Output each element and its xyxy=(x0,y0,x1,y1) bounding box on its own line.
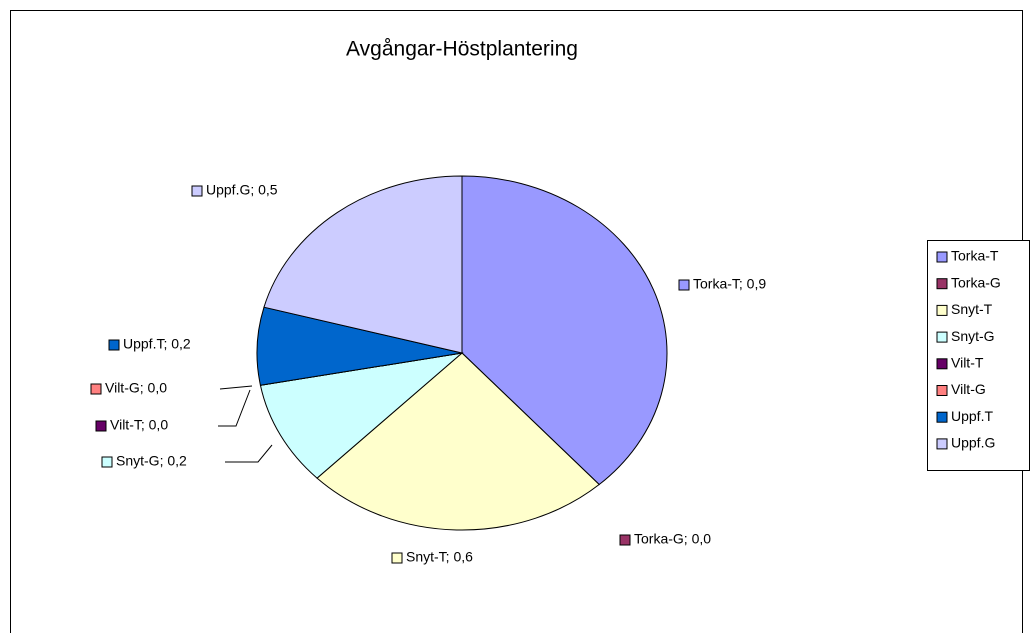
legend-key xyxy=(936,358,948,370)
pie-slice xyxy=(461,175,668,486)
legend-key xyxy=(936,411,948,423)
data-label-key xyxy=(191,185,203,197)
data-label: Vilt-T; 0,0 xyxy=(110,417,168,433)
leader-line xyxy=(225,444,273,463)
legend-label: Torka-T xyxy=(951,248,999,264)
data-label-key xyxy=(619,534,631,546)
leader-line xyxy=(219,385,253,390)
data-label-key xyxy=(108,339,120,351)
legend-key xyxy=(936,304,948,316)
pie-slice xyxy=(263,175,463,354)
data-label-key xyxy=(90,383,102,395)
legend-key xyxy=(936,438,948,450)
legend-key xyxy=(936,331,948,343)
legend-label: Torka-G xyxy=(951,274,1001,290)
data-label: Uppf.G; 0,5 xyxy=(206,182,278,198)
legend-label: Vilt-T xyxy=(951,355,984,371)
pie-slice xyxy=(316,352,600,531)
legend-label: Snyt-T xyxy=(951,301,993,317)
data-label-key xyxy=(95,420,107,432)
data-label: Torka-G; 0,0 xyxy=(634,531,711,547)
data-label-key xyxy=(391,552,403,564)
legend-label: Uppf.G xyxy=(951,435,995,451)
legend-key xyxy=(936,251,948,263)
pie-slice xyxy=(259,352,464,479)
leader-line xyxy=(218,389,251,427)
data-label-key xyxy=(678,279,690,291)
legend-label: Uppf.T xyxy=(951,408,993,424)
legend-key xyxy=(936,278,948,290)
data-label: Snyt-T; 0,6 xyxy=(406,549,473,565)
legend-label: Vilt-G xyxy=(951,381,986,397)
data-label: Snyt-G; 0,2 xyxy=(116,453,187,469)
data-label-key xyxy=(101,456,113,468)
chart-title: Avgångar-Höstplantering xyxy=(346,38,578,61)
legend-key xyxy=(936,385,948,396)
data-label: Uppf.T; 0,2 xyxy=(123,336,191,352)
legend-label: Snyt-G xyxy=(951,328,995,344)
data-label: Vilt-G; 0,0 xyxy=(105,380,167,396)
data-label: Torka-T; 0,9 xyxy=(693,276,766,292)
